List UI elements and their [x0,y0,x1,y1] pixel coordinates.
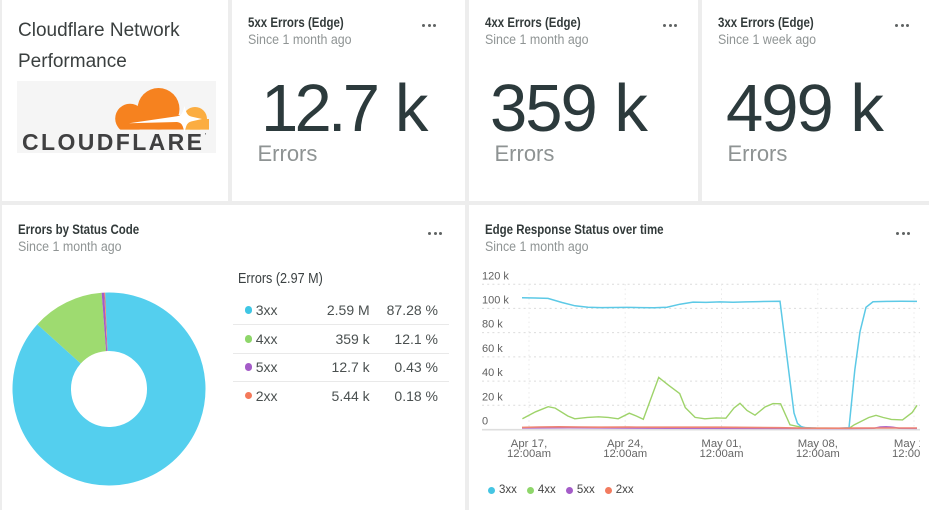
svg-text:100 k: 100 k [482,295,509,307]
svg-text:': ' [205,133,206,140]
svg-text:Apr 17,: Apr 17, [511,438,547,450]
svg-text:12:00am: 12:00am [507,448,551,460]
svg-text:12:00am: 12:00am [892,448,920,460]
svg-text:0: 0 [482,416,488,428]
svg-text:60 k: 60 k [482,343,503,355]
svg-text:80 k: 80 k [482,319,503,331]
svg-text:May 15,: May 15, [894,438,920,450]
svg-text:Apr 24,: Apr 24, [607,438,643,450]
svg-text:CLOUDFLARE: CLOUDFLARE [22,129,202,153]
svg-text:12:00am: 12:00am [796,448,840,460]
svg-text:May 01,: May 01, [701,438,741,450]
svg-text:12:00am: 12:00am [700,448,744,460]
svg-text:May 08,: May 08, [798,438,838,450]
svg-text:20 k: 20 k [482,391,503,403]
svg-text:40 k: 40 k [482,367,503,379]
svg-text:120 k: 120 k [482,270,509,282]
svg-text:12:00am: 12:00am [603,448,647,460]
